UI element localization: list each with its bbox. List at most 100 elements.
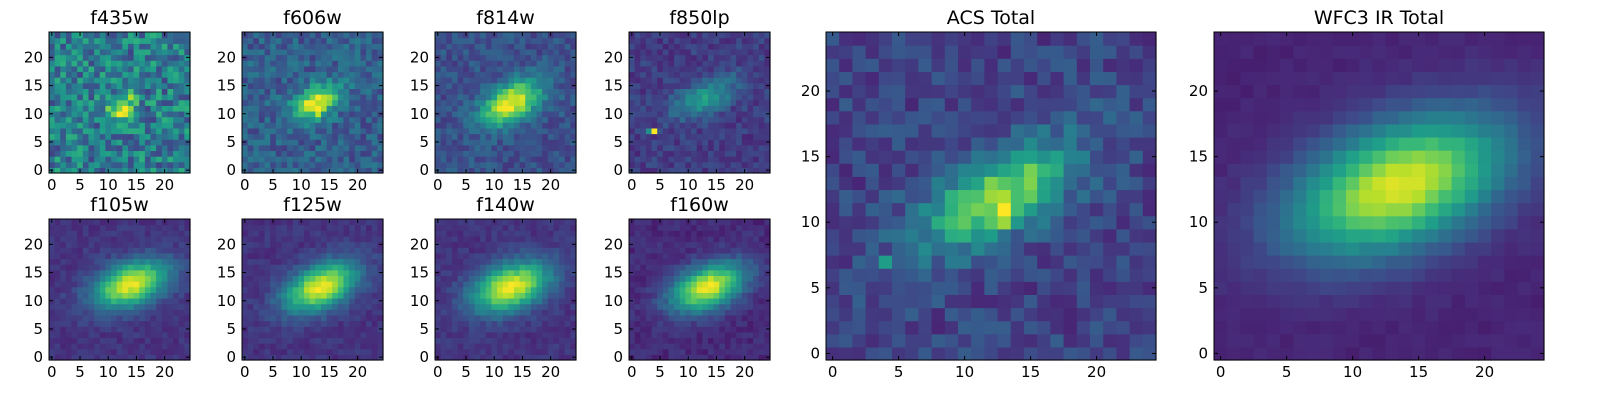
heatmap-cell (173, 241, 180, 248)
heatmap-cell (564, 337, 571, 344)
heatmap-cell (525, 286, 532, 293)
heatmap-cell (371, 303, 378, 310)
heatmap-cell (719, 133, 726, 140)
heatmap-cell (480, 252, 487, 260)
heatmap-cell (371, 32, 378, 39)
heatmap-cell (287, 71, 294, 78)
heatmap-cell (519, 337, 526, 344)
heatmap-cell (139, 105, 146, 112)
heatmap-cell (674, 331, 681, 339)
heatmap-cell (292, 224, 299, 231)
heatmap-cell (564, 224, 571, 231)
heatmap-cell (753, 320, 760, 327)
heatmap-cell (111, 116, 118, 123)
heatmap-cell (435, 127, 442, 135)
heatmap-cell (337, 286, 345, 293)
heatmap-cell (753, 82, 760, 89)
heatmap-cell (337, 258, 345, 265)
x-tick-label: 10 (292, 176, 311, 194)
heatmap-cell (54, 94, 61, 101)
heatmap-cell (247, 71, 254, 78)
heatmap-cell (247, 150, 254, 157)
heatmap-cell (547, 54, 555, 61)
x-tick-label: 0 (47, 176, 57, 194)
heatmap-cell (173, 247, 180, 254)
heatmap-cell (315, 99, 322, 106)
heatmap-cell (264, 309, 271, 316)
heatmap-cell (332, 224, 339, 231)
heatmap-cell (530, 241, 538, 248)
heatmap-cell (446, 122, 453, 129)
heatmap-cell (474, 343, 481, 350)
heatmap-cell (49, 88, 56, 95)
heatmap-cell (657, 110, 664, 118)
heatmap-cell (54, 230, 61, 237)
heatmap-cell (724, 77, 732, 84)
heatmap-cell (139, 60, 146, 67)
heatmap-cell (77, 139, 84, 146)
heatmap-cell (685, 331, 692, 339)
heatmap-cell (60, 99, 67, 106)
heatmap-cell (753, 43, 760, 50)
heatmap-cell (320, 314, 328, 322)
heatmap-cell (304, 286, 311, 293)
heatmap-cell (173, 43, 180, 50)
heatmap-cell (668, 43, 675, 50)
heatmap-cell (679, 326, 686, 333)
heatmap-cell (463, 94, 470, 101)
heatmap-cell (634, 320, 641, 327)
heatmap-cell (559, 275, 566, 282)
heatmap-cell (82, 122, 90, 129)
heatmap-cell (451, 133, 459, 140)
heatmap-cell (536, 281, 543, 288)
heatmap-cell (320, 303, 328, 310)
heatmap-cell (702, 275, 709, 282)
heatmap-cell (559, 54, 566, 61)
heatmap-cell (275, 133, 283, 140)
heatmap-cell (736, 99, 743, 106)
heatmap-cell (315, 116, 322, 123)
heatmap-cell (349, 258, 356, 265)
heatmap-cell (122, 167, 129, 174)
heatmap-cell (377, 133, 384, 140)
heatmap-cell (446, 60, 453, 67)
heatmap-cell (485, 269, 492, 276)
heatmap-cell (536, 110, 543, 118)
heatmap-cell (315, 343, 322, 350)
heatmap-cell (320, 65, 328, 73)
heatmap-cell (287, 110, 294, 118)
heatmap-cell (502, 88, 509, 95)
heatmap-cell (292, 43, 299, 50)
heatmap-cell (133, 133, 140, 140)
heatmap-cell (651, 82, 658, 89)
heatmap-cell (292, 110, 299, 118)
heatmap-cell (122, 122, 129, 129)
heatmap-cell (440, 258, 447, 265)
heatmap-cell (173, 71, 180, 78)
heatmap-cell (564, 150, 571, 157)
x-tick-label: 10 (292, 363, 311, 381)
heatmap-cell (360, 77, 367, 84)
heatmap-cell (304, 354, 311, 361)
heatmap-cell (111, 337, 118, 344)
heatmap-cell (133, 337, 140, 344)
heatmap-cell (491, 230, 498, 237)
heatmap-cell (564, 297, 571, 305)
heatmap-cell (337, 354, 345, 361)
heatmap-cell (730, 354, 737, 361)
heatmap-cell (536, 71, 543, 78)
heatmap-cell (360, 247, 367, 254)
heatmap-cell (435, 77, 442, 84)
heatmap-cell (468, 156, 476, 163)
heatmap-cell (150, 139, 157, 146)
heatmap-cell (764, 88, 771, 95)
heatmap-cell (553, 326, 560, 333)
heatmap-cell (264, 161, 271, 168)
heatmap-cell (178, 320, 185, 327)
heatmap-cell (657, 156, 664, 163)
y-tick-label: 15 (604, 77, 623, 95)
heatmap-cell (71, 71, 78, 78)
y-tick-label: 20 (410, 48, 429, 66)
heatmap-cell (485, 247, 492, 254)
heatmap-cell (497, 144, 504, 152)
